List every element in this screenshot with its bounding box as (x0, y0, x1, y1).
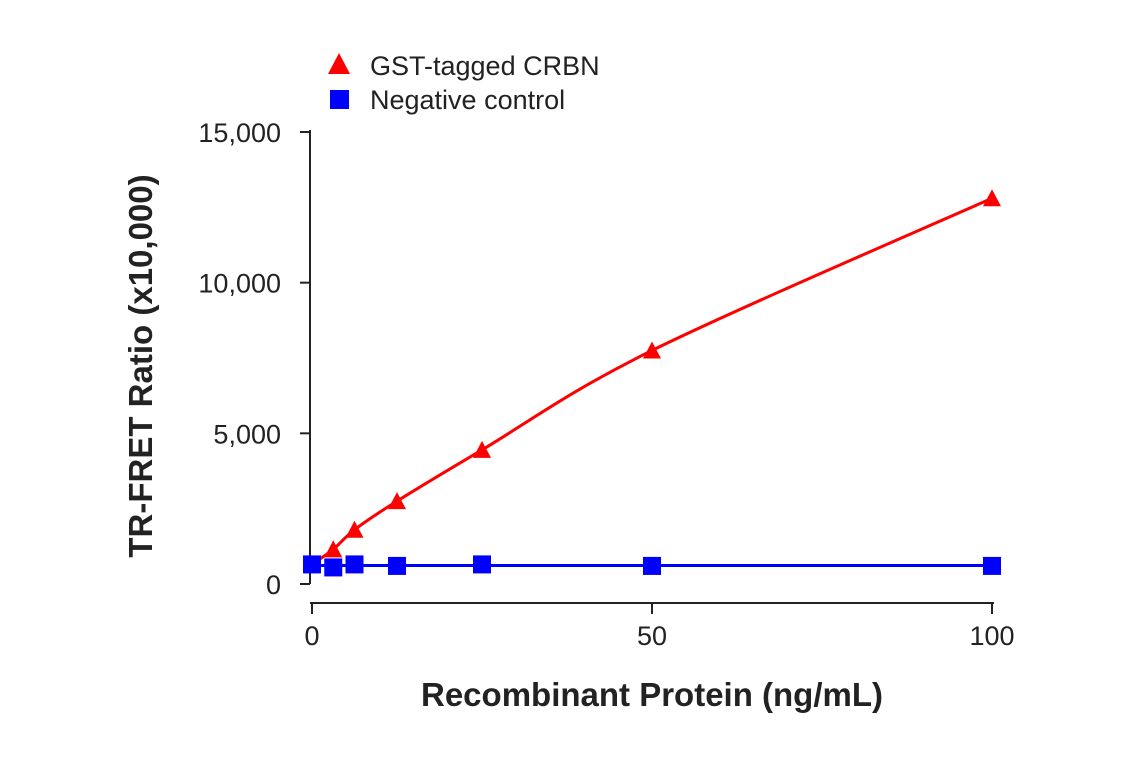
legend-marker-negative-control (330, 90, 349, 109)
data-point-gst-tagged-crbn (345, 520, 364, 538)
data-point-gst-tagged-crbn (983, 189, 1001, 207)
data-point-gst-tagged-crbn (643, 341, 661, 359)
legend-label-gst-tagged-crbn: GST-tagged CRBN (370, 51, 600, 81)
data-point-negative-control (983, 556, 1001, 575)
y-axis-title: TR-FRET Ratio (x10,000) (122, 174, 159, 557)
data-point-gst-tagged-crbn (388, 492, 406, 510)
data-point-negative-control (473, 555, 491, 574)
x-tick-label: 50 (637, 621, 667, 651)
y-ticks: 0 5,000 10,000 15,000 (198, 118, 310, 600)
data-point-gst-tagged-crbn (324, 540, 343, 558)
data-point-negative-control (345, 555, 364, 574)
y-tick-label: 15,000 (198, 118, 281, 148)
data-point-negative-control (303, 555, 321, 574)
series-line-gst-tagged-crbn (311, 196, 993, 566)
legend: GST-tagged CRBN Negative control (328, 51, 600, 115)
data-point-negative-control (324, 558, 343, 577)
data-point-negative-control (643, 556, 661, 575)
legend-label-negative-control: Negative control (370, 85, 565, 115)
series-layer (303, 189, 1001, 577)
data-point-gst-tagged-crbn (473, 440, 491, 458)
x-tick-label: 0 (304, 621, 319, 651)
y-tick-label: 5,000 (213, 419, 281, 449)
data-point-negative-control (388, 556, 406, 575)
y-tick-label: 0 (266, 570, 281, 600)
x-ticks: 0 50 100 (304, 603, 1015, 651)
y-tick-label: 10,000 (198, 269, 281, 299)
legend-marker-gst-tagged-crbn (328, 53, 350, 74)
x-tick-label: 100 (969, 621, 1014, 651)
x-axis-title: Recombinant Protein (ng/mL) (421, 676, 883, 713)
